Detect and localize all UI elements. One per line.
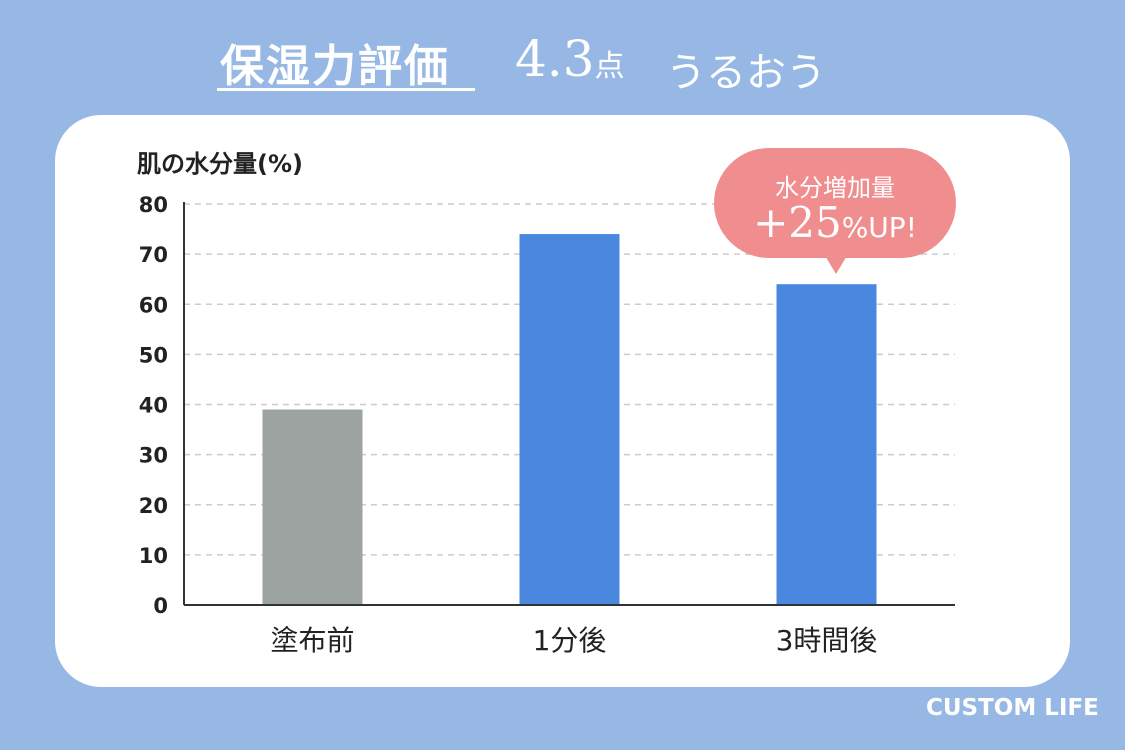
- y-tick-label: 40: [139, 394, 168, 418]
- bars: [262, 234, 877, 605]
- score: 4.3点: [515, 30, 625, 88]
- callout-tail: [824, 254, 848, 274]
- callout-value: +25%UP!: [714, 198, 956, 247]
- y-tick-label: 20: [139, 494, 168, 518]
- y-tick-label: 30: [139, 444, 168, 468]
- bar-1: [519, 234, 620, 605]
- bar-2: [776, 284, 877, 605]
- x-tick-label: 塗布前: [270, 624, 354, 657]
- y-tick-label: 60: [139, 293, 168, 317]
- callout-unit: %UP!: [841, 211, 917, 244]
- header: 保湿力評価 4.3点 うるおう: [0, 0, 1125, 110]
- x-tick-label: 1分後: [533, 624, 607, 657]
- title-underline: [217, 88, 475, 91]
- y-tick-label: 70: [139, 243, 168, 267]
- page-title: 保湿力評価: [220, 41, 450, 92]
- y-axis-label: 肌の水分量(%): [137, 150, 303, 178]
- y-tick-label: 50: [139, 343, 168, 367]
- y-tick-label: 0: [153, 594, 168, 618]
- product-name: うるおう: [666, 50, 826, 96]
- callout-bubble: [714, 148, 956, 258]
- x-tick-label: 3時間後: [776, 624, 878, 657]
- score-value: 4.3: [515, 30, 595, 88]
- y-tick-label: 80: [139, 193, 168, 217]
- moisture-increase-callout: 水分増加量 +25%UP!: [714, 148, 956, 274]
- axes: 0 10 20 30 40 50 60 70 80 塗布前 1分後 3時間後: [139, 193, 955, 657]
- callout-number: +25: [753, 198, 842, 247]
- score-unit: 点: [594, 49, 625, 84]
- site-logo: CUSTOM LIFE: [926, 695, 1099, 721]
- bar-0: [262, 409, 363, 605]
- callout-heading: 水分増加量: [775, 174, 895, 202]
- y-tick-label: 10: [139, 544, 168, 568]
